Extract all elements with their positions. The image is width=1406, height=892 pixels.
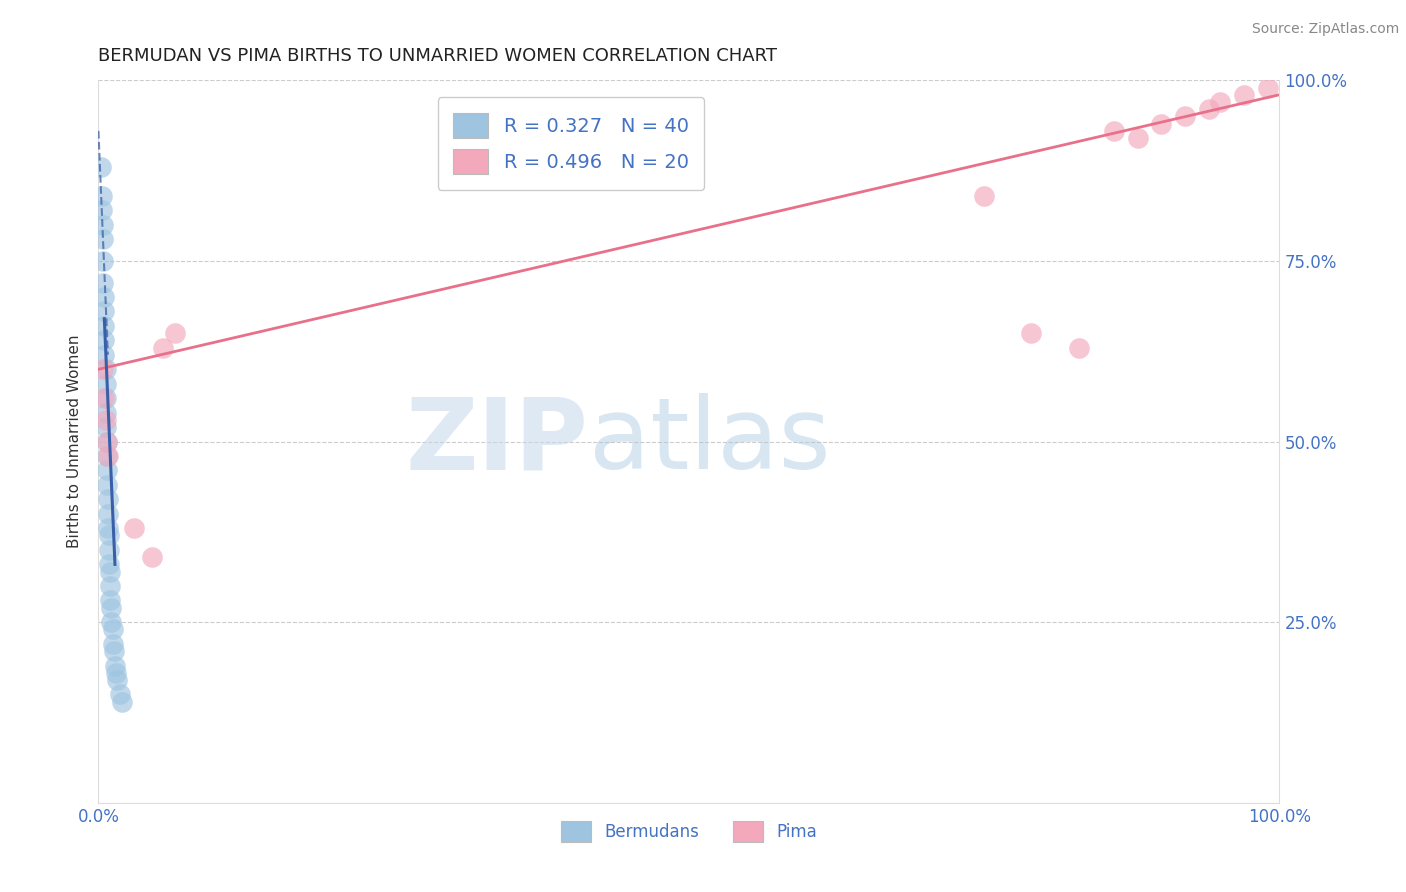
Point — [1021, 326, 1043, 340]
Point — [1174, 110, 1197, 124]
Point — [94, 406, 117, 420]
Point — [91, 232, 114, 246]
Point — [91, 253, 114, 268]
Point — [93, 318, 115, 333]
Point — [1257, 80, 1279, 95]
Point — [100, 600, 122, 615]
Point — [98, 565, 121, 579]
Point — [1067, 341, 1090, 355]
Point — [98, 542, 121, 557]
Point — [96, 434, 118, 449]
Point — [91, 203, 114, 218]
Point — [101, 637, 124, 651]
Point — [108, 687, 131, 701]
Point — [98, 558, 121, 572]
Point — [93, 334, 115, 348]
Point — [96, 434, 118, 449]
Point — [96, 463, 118, 477]
Point — [973, 189, 995, 203]
Point — [105, 673, 128, 687]
Point — [94, 376, 117, 391]
Point — [97, 492, 120, 507]
Text: ZIP: ZIP — [406, 393, 589, 490]
Point — [1233, 87, 1256, 102]
Point — [94, 413, 117, 427]
Point — [93, 348, 115, 362]
Point — [97, 507, 120, 521]
Point — [96, 449, 118, 463]
Text: BERMUDAN VS PIMA BIRTHS TO UNMARRIED WOMEN CORRELATION CHART: BERMUDAN VS PIMA BIRTHS TO UNMARRIED WOM… — [98, 47, 778, 65]
Point — [122, 521, 145, 535]
Y-axis label: Births to Unmarried Women: Births to Unmarried Women — [67, 334, 83, 549]
Point — [105, 665, 128, 680]
Point — [1102, 124, 1125, 138]
Point — [98, 528, 121, 542]
Point — [97, 449, 120, 463]
Point — [1126, 131, 1149, 145]
Point — [111, 695, 134, 709]
Point — [96, 478, 118, 492]
Point — [91, 362, 114, 376]
Point — [93, 304, 115, 318]
Point — [100, 615, 122, 630]
Point — [152, 341, 174, 355]
Point — [94, 391, 117, 405]
Point — [98, 593, 121, 607]
Point — [104, 658, 127, 673]
Point — [141, 550, 163, 565]
Point — [91, 276, 114, 290]
Point — [93, 391, 115, 405]
Point — [97, 521, 120, 535]
Point — [98, 579, 121, 593]
Point — [1150, 117, 1173, 131]
Point — [94, 420, 117, 434]
Point — [91, 218, 114, 232]
Text: atlas: atlas — [589, 393, 830, 490]
Point — [165, 326, 187, 340]
Point — [90, 160, 112, 174]
Text: Source: ZipAtlas.com: Source: ZipAtlas.com — [1251, 22, 1399, 37]
Legend: Bermudans, Pima: Bermudans, Pima — [554, 814, 824, 848]
Point — [101, 623, 124, 637]
Point — [93, 290, 115, 304]
Point — [94, 362, 117, 376]
Point — [103, 644, 125, 658]
Point — [91, 189, 114, 203]
Point — [1209, 95, 1232, 109]
Point — [1198, 102, 1220, 116]
